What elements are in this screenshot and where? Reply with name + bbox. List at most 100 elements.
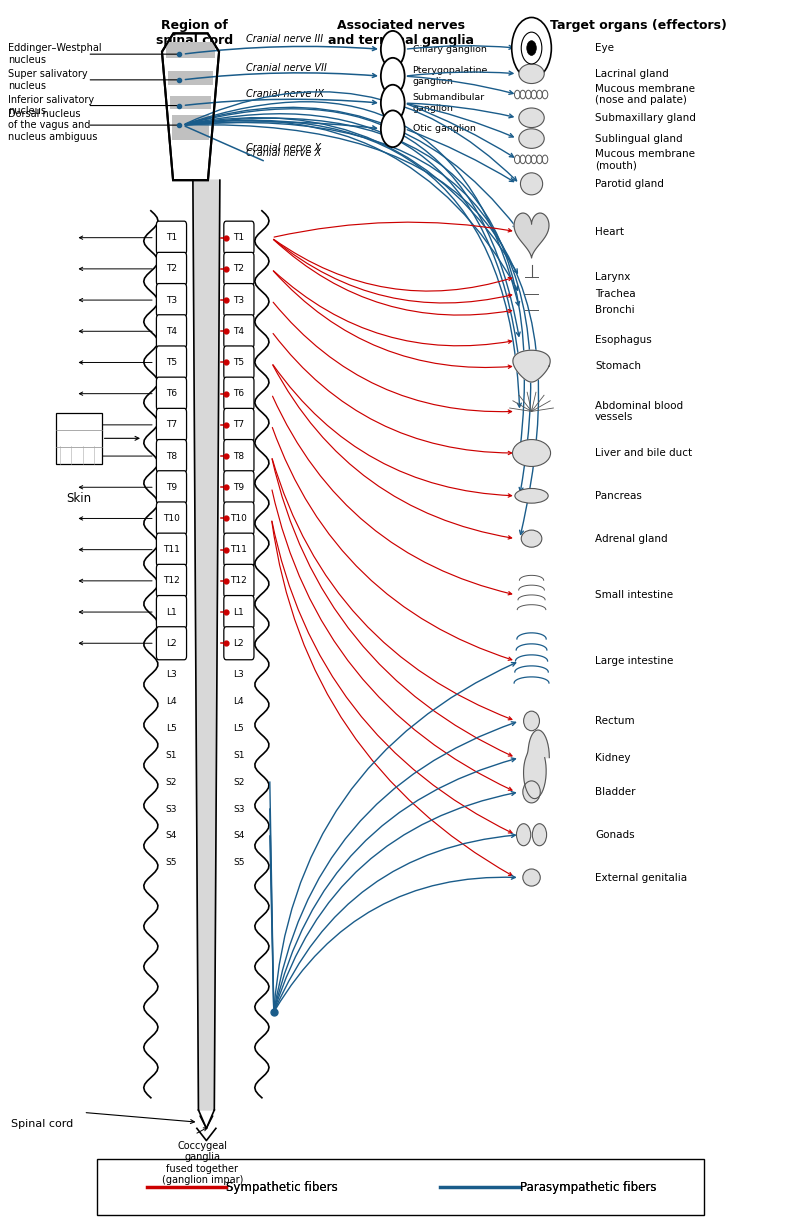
Text: T12: T12 (230, 576, 247, 585)
FancyBboxPatch shape (224, 596, 254, 628)
Text: S3: S3 (233, 805, 245, 814)
Text: Parasympathetic fibers: Parasympathetic fibers (520, 1181, 656, 1193)
FancyBboxPatch shape (157, 501, 186, 535)
FancyBboxPatch shape (224, 377, 254, 410)
FancyBboxPatch shape (157, 408, 186, 441)
Text: Cranial nerve VII: Cranial nerve VII (246, 63, 327, 73)
Text: Coccygeal
ganglia
fused together
(ganglion impar): Coccygeal ganglia fused together (gangli… (162, 1141, 243, 1186)
Ellipse shape (523, 869, 540, 886)
Text: Sympathetic fibers: Sympathetic fibers (226, 1181, 338, 1193)
Text: T12: T12 (163, 576, 180, 585)
FancyBboxPatch shape (157, 377, 186, 410)
FancyBboxPatch shape (157, 284, 186, 317)
Circle shape (522, 32, 542, 64)
Text: Parotid gland: Parotid gland (595, 179, 664, 189)
FancyBboxPatch shape (224, 471, 254, 504)
Text: T9: T9 (166, 483, 177, 492)
Text: Cranial nerve III: Cranial nerve III (246, 34, 323, 44)
Circle shape (532, 823, 546, 846)
Text: Target organs (effectors): Target organs (effectors) (550, 18, 727, 32)
Polygon shape (193, 181, 220, 1110)
Text: T1: T1 (234, 234, 245, 242)
Text: T10: T10 (163, 514, 180, 524)
FancyBboxPatch shape (168, 71, 213, 85)
Text: T3: T3 (234, 296, 245, 305)
Ellipse shape (519, 64, 544, 84)
Text: Cranial nerve IX: Cranial nerve IX (246, 90, 324, 100)
Text: Inferior salivatory
nucleus: Inferior salivatory nucleus (8, 95, 94, 117)
Text: T2: T2 (166, 264, 177, 273)
Text: Mucous membrane
(mouth): Mucous membrane (mouth) (595, 149, 695, 170)
Text: L3: L3 (166, 670, 177, 678)
Text: Cranial nerve X: Cranial nerve X (246, 149, 321, 159)
Text: External genitalia: External genitalia (595, 873, 687, 882)
Text: T11: T11 (163, 546, 180, 554)
Text: T5: T5 (234, 358, 245, 367)
Text: Bladder: Bladder (595, 787, 635, 796)
FancyBboxPatch shape (157, 345, 186, 379)
Ellipse shape (521, 173, 542, 195)
Text: S1: S1 (233, 751, 245, 760)
Polygon shape (514, 213, 549, 258)
Text: Abdominal blood
vessels: Abdominal blood vessels (595, 401, 683, 423)
Text: Trachea: Trachea (595, 289, 636, 299)
Text: L1: L1 (234, 607, 244, 617)
Text: L3: L3 (234, 670, 244, 678)
Text: Adrenal gland: Adrenal gland (595, 533, 668, 543)
FancyBboxPatch shape (157, 627, 186, 660)
Text: Heart: Heart (595, 226, 624, 236)
Text: T7: T7 (166, 420, 177, 429)
FancyBboxPatch shape (56, 413, 102, 465)
FancyBboxPatch shape (172, 116, 209, 140)
Ellipse shape (519, 129, 544, 149)
Text: Sublingual gland: Sublingual gland (595, 134, 682, 144)
Ellipse shape (513, 440, 550, 467)
Ellipse shape (522, 530, 542, 547)
Text: T11: T11 (230, 546, 247, 554)
Text: T10: T10 (230, 514, 247, 524)
Ellipse shape (524, 712, 539, 731)
FancyBboxPatch shape (157, 440, 186, 473)
Polygon shape (523, 730, 550, 799)
Text: T8: T8 (166, 451, 177, 461)
FancyBboxPatch shape (157, 315, 186, 348)
Ellipse shape (515, 488, 548, 503)
FancyBboxPatch shape (157, 533, 186, 567)
Text: T6: T6 (234, 390, 245, 398)
Text: L4: L4 (166, 697, 177, 705)
Text: T6: T6 (166, 390, 177, 398)
Text: S5: S5 (166, 858, 178, 868)
Text: Liver and bile duct: Liver and bile duct (595, 449, 692, 458)
FancyBboxPatch shape (224, 564, 254, 597)
Text: Cranial nerve X: Cranial nerve X (246, 144, 321, 154)
FancyBboxPatch shape (224, 252, 254, 285)
Text: Pterygopalatine
ganglion: Pterygopalatine ganglion (413, 66, 488, 86)
Text: Region of
spinal cord: Region of spinal cord (156, 18, 233, 47)
Text: L5: L5 (234, 724, 244, 732)
Text: S4: S4 (234, 832, 245, 841)
FancyBboxPatch shape (224, 408, 254, 441)
Polygon shape (513, 350, 550, 382)
Text: L4: L4 (234, 697, 244, 705)
Circle shape (381, 58, 405, 95)
FancyBboxPatch shape (224, 440, 254, 473)
FancyBboxPatch shape (224, 221, 254, 254)
Ellipse shape (519, 108, 544, 128)
Text: T7: T7 (234, 420, 245, 429)
Text: Otic ganglion: Otic ganglion (413, 124, 475, 133)
Text: L1: L1 (166, 607, 177, 617)
Text: Esophagus: Esophagus (595, 336, 652, 345)
Text: Ciliary ganglion: Ciliary ganglion (413, 44, 486, 54)
FancyBboxPatch shape (224, 501, 254, 535)
Text: T9: T9 (234, 483, 245, 492)
FancyBboxPatch shape (157, 596, 186, 628)
Text: Parasympathetic fibers: Parasympathetic fibers (520, 1181, 656, 1193)
FancyBboxPatch shape (224, 284, 254, 317)
Text: T8: T8 (234, 451, 245, 461)
Text: S4: S4 (166, 832, 177, 841)
Polygon shape (162, 33, 219, 181)
Text: T2: T2 (234, 264, 244, 273)
Text: S1: S1 (166, 751, 178, 760)
Text: Kidney: Kidney (595, 752, 630, 763)
Text: Stomach: Stomach (595, 361, 641, 371)
